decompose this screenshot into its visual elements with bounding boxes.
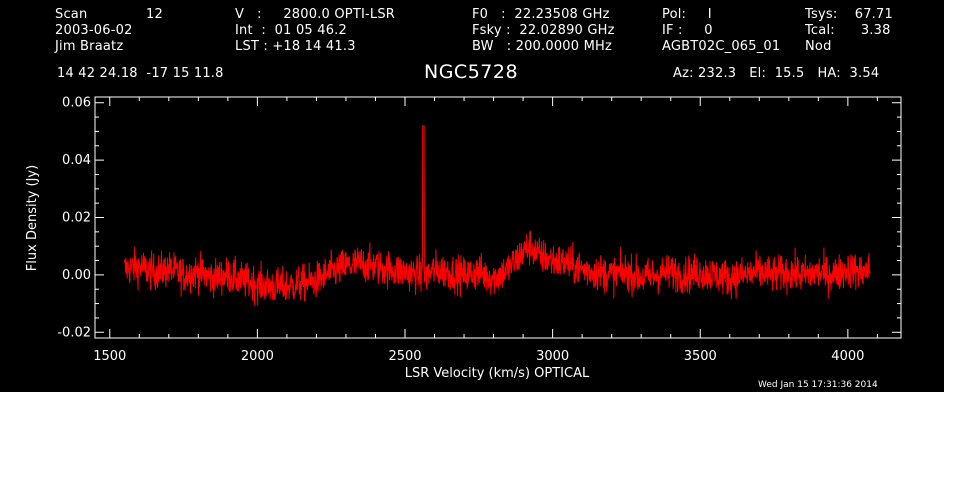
scan-label: Scan [55,7,88,22]
scan-value: 12 [146,7,163,22]
y-tick-label: 0.06 [62,96,91,111]
x-tick-label: 2000 [241,349,274,364]
bandwidth-line: BW : 200.0000 MHz [472,39,612,54]
rest-frequency-line: F0 : 22.23508 GHz [472,7,610,22]
y-tick-label: 0.02 [62,211,91,226]
integration-line: Int : 01 05 46.2 [235,23,347,38]
x-tick-label: 3000 [536,349,569,364]
axis-ticks: 1500 2000 2500 3000 3500 4000 -0.02 0.00 0.02 0.0… [57,96,901,364]
plot-timestamp: Wed Jan 15 17:31:36 2014 [758,380,878,390]
x-tick-label: 3500 [684,349,717,364]
obs-date: 2003-06-02 [55,23,133,38]
velocity-line: V : 2800.0 OPTI-LSR [235,7,396,22]
tcal-line: Tcal: 3.38 [805,23,891,38]
source-coordinates: 14 42 24.18 -17 15 11.8 [57,66,224,81]
tsys-line: Tsys: 67.71 [805,7,893,22]
observer-name: Jim Braatz [55,39,124,54]
x-tick-label: 4000 [831,349,864,364]
lst-line: LST : +18 14 41.3 [235,39,356,54]
plot-frame [94,96,902,339]
series-layer [124,125,871,306]
y-tick-label: 0.00 [62,268,91,283]
if-line: IF : 0 [662,23,713,38]
project-id: AGBT02C_065_01 [662,39,781,54]
observing-mode: Nod [805,39,832,54]
x-tick-label: 2500 [388,349,421,364]
object-title: NGC5728 [424,61,519,83]
spectrum-series-line [124,125,871,306]
y-tick-label: 0.04 [62,153,91,168]
sky-frequency-line: Fsky : 22.02890 GHz [472,23,615,38]
plot-panel: Scan 12 2003-06-02 Jim Braatz V : 2800.0… [0,0,944,392]
x-axis-label: LSR Velocity (km/s) OPTICAL [405,366,590,381]
az-el-ha-line: Az: 232.3 El: 15.5 HA: 3.54 [673,66,880,81]
y-axis-label: Flux Density (Jy) [25,165,40,271]
x-tick-label: 1500 [93,349,126,364]
y-tick-label: -0.02 [57,325,91,340]
spectrum-chart: 1500 2000 2500 3000 3500 4000 -0.02 0.00 0.02 0.0… [25,96,902,381]
polarization-line: Pol: I [662,7,712,22]
